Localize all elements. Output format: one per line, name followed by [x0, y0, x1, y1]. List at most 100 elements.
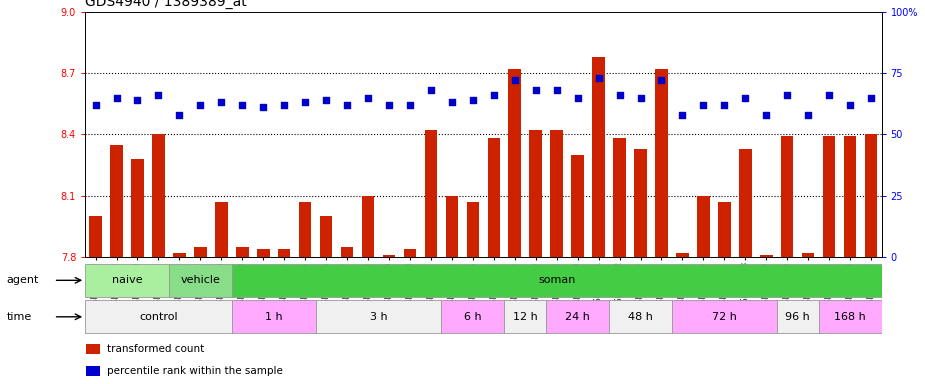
Point — [780, 92, 795, 98]
Point — [214, 99, 228, 106]
Bar — [215, 202, 228, 257]
Text: 12 h: 12 h — [512, 312, 537, 322]
Point — [256, 104, 271, 111]
Bar — [85, 264, 169, 297]
Bar — [153, 134, 165, 257]
Point — [758, 112, 773, 118]
Point — [612, 92, 627, 98]
Bar — [697, 196, 709, 257]
Point — [507, 77, 522, 83]
Text: 3 h: 3 h — [370, 312, 388, 322]
Point — [130, 97, 145, 103]
Bar — [819, 300, 882, 333]
Bar — [403, 249, 416, 257]
Text: 24 h: 24 h — [565, 312, 590, 322]
Point — [717, 102, 732, 108]
Bar — [613, 139, 626, 257]
Point — [821, 92, 836, 98]
Bar — [655, 69, 668, 257]
Text: naive: naive — [112, 275, 142, 285]
Bar — [609, 300, 672, 333]
Bar — [299, 202, 312, 257]
Bar — [194, 247, 206, 257]
Point — [319, 97, 334, 103]
Text: percentile rank within the sample: percentile rank within the sample — [106, 366, 282, 376]
Point — [696, 102, 710, 108]
Text: 96 h: 96 h — [785, 312, 810, 322]
Bar — [823, 136, 835, 257]
Point — [277, 102, 291, 108]
Bar — [781, 136, 794, 257]
Point — [487, 92, 501, 98]
Bar — [572, 155, 584, 257]
Point — [549, 87, 564, 93]
Text: soman: soman — [538, 275, 575, 285]
Point — [738, 94, 753, 101]
Point — [864, 94, 879, 101]
Bar — [383, 255, 395, 257]
Bar — [718, 202, 731, 257]
Text: vehicle: vehicle — [180, 275, 220, 285]
Bar — [362, 196, 375, 257]
Bar — [110, 145, 123, 257]
Bar — [739, 149, 752, 257]
Point — [570, 94, 585, 101]
Bar — [676, 253, 689, 257]
Bar — [635, 149, 647, 257]
Point — [801, 112, 816, 118]
Point — [402, 102, 417, 108]
Point — [235, 102, 250, 108]
Bar — [441, 300, 504, 333]
Bar — [131, 159, 143, 257]
Bar — [802, 253, 814, 257]
Point — [88, 102, 103, 108]
Bar — [173, 253, 186, 257]
Bar — [85, 300, 232, 333]
Point — [172, 112, 187, 118]
Text: 168 h: 168 h — [834, 312, 866, 322]
Bar — [546, 300, 609, 333]
Point — [361, 94, 376, 101]
Text: time: time — [6, 312, 31, 322]
Text: transformed count: transformed count — [106, 344, 204, 354]
Bar — [592, 56, 605, 257]
Point — [424, 87, 438, 93]
Bar — [236, 247, 249, 257]
Bar — [487, 139, 500, 257]
Text: control: control — [139, 312, 178, 322]
Point — [633, 94, 648, 101]
Bar — [232, 300, 315, 333]
Bar — [169, 264, 232, 297]
Bar — [672, 300, 777, 333]
Text: agent: agent — [6, 275, 39, 285]
Point — [382, 102, 397, 108]
Bar — [278, 249, 290, 257]
Bar — [509, 69, 521, 257]
Bar — [844, 136, 857, 257]
Point — [298, 99, 313, 106]
Point — [465, 97, 480, 103]
Point — [445, 99, 460, 106]
Bar — [232, 264, 882, 297]
Point — [339, 102, 354, 108]
Bar — [320, 216, 332, 257]
Bar — [865, 134, 877, 257]
Point — [591, 75, 606, 81]
Bar — [504, 300, 546, 333]
Text: GDS4940 / 1389389_at: GDS4940 / 1389389_at — [85, 0, 247, 9]
Text: 1 h: 1 h — [265, 312, 282, 322]
Bar — [340, 247, 353, 257]
Point — [528, 87, 543, 93]
Text: 48 h: 48 h — [628, 312, 653, 322]
Point — [675, 112, 690, 118]
Bar — [257, 249, 269, 257]
Bar — [446, 196, 458, 257]
Point — [109, 94, 124, 101]
Bar — [529, 130, 542, 257]
Bar — [86, 366, 100, 376]
Point — [193, 102, 208, 108]
Bar — [90, 216, 102, 257]
Point — [654, 77, 669, 83]
Point — [843, 102, 857, 108]
Bar — [777, 300, 819, 333]
